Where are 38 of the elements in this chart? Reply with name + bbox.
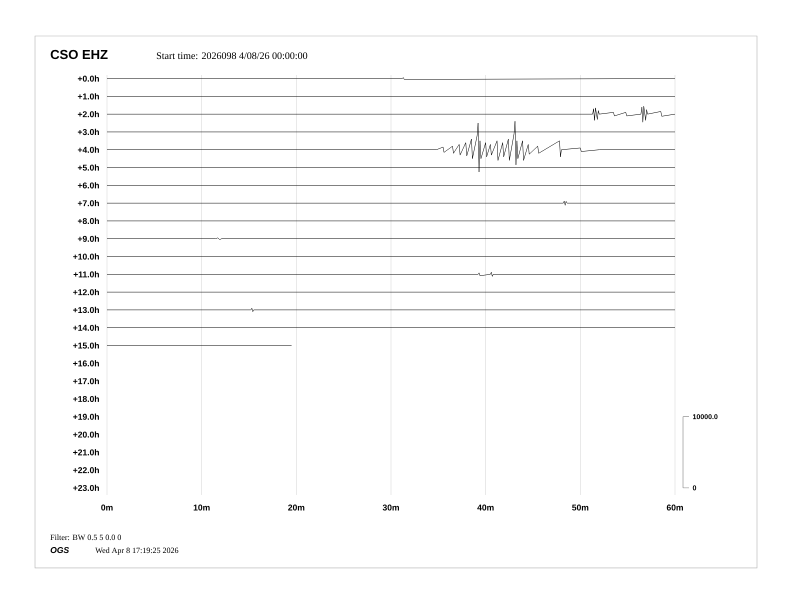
y-tick-label: +12.0h xyxy=(73,288,99,296)
y-tick-label: +0.0h xyxy=(78,75,99,82)
y-tick-label: +1.0h xyxy=(78,93,99,100)
y-tick-label: +15.0h xyxy=(73,342,99,349)
y-tick-label: +6.0h xyxy=(78,182,99,188)
text: Wed Apr 8 17:19:25 2026 xyxy=(95,547,178,555)
y-tick-label: +21.0h xyxy=(73,449,99,456)
text: OGS xyxy=(50,547,70,554)
chart-subtitle: Start time: 2026098 4/08/26 00:00:00 xyxy=(156,52,308,60)
y-tick-label: +19.0h xyxy=(73,414,99,420)
y-tick-label: +11.0h xyxy=(74,271,99,278)
line-series xyxy=(106,106,676,122)
y-tick-label: +23.0h xyxy=(73,484,99,491)
y-tick-label: +18.0h xyxy=(73,396,99,402)
y-tick-label: +17.0h xyxy=(73,378,99,384)
x-tick-label: 20m xyxy=(288,504,304,511)
y-tick-label: +20.0h xyxy=(73,431,99,438)
y-tick-label: +9.0h xyxy=(78,236,99,242)
x-tick-label: 50m xyxy=(572,504,588,511)
text: Filter: BW 0.5 5 0.0 0 xyxy=(50,534,122,540)
x-tick-label: 60m xyxy=(666,504,683,511)
x-tick-label: 40m xyxy=(477,504,494,511)
chart-title: CSO EHZ xyxy=(50,50,108,60)
y-tick-label: +14.0h xyxy=(73,324,99,331)
y-tick-label: +5.0h xyxy=(78,164,99,171)
x-tick-label: 0m xyxy=(101,504,113,511)
y-tick-label: +10.0h xyxy=(73,253,99,260)
y-tick-label: +8.0h xyxy=(78,218,99,224)
x-tick-label: 30m xyxy=(382,504,399,511)
y-tick-label: +7.0h xyxy=(78,200,99,206)
y-tick-label: +4.0h xyxy=(78,146,99,153)
y-tick-label: +13.0h xyxy=(73,306,99,314)
y-tick-label: +2.0h xyxy=(78,111,99,118)
y-tick-label: +22.0h xyxy=(73,466,99,474)
line-series xyxy=(106,121,676,172)
x-tick-label: 10m xyxy=(194,504,210,511)
y-tick-label: +3.0h xyxy=(78,128,99,136)
y-tick-label: +16.0h xyxy=(73,360,99,366)
